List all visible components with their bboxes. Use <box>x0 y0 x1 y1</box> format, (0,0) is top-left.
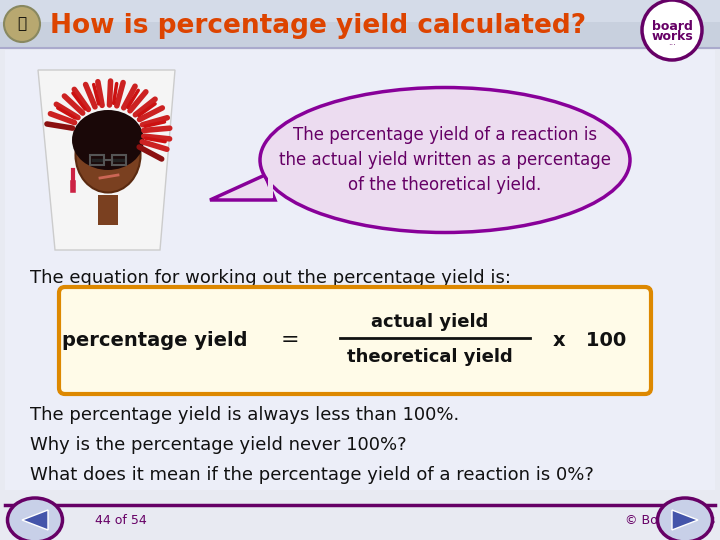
FancyBboxPatch shape <box>5 50 715 490</box>
Bar <box>90 155 104 165</box>
Text: 44 of 54: 44 of 54 <box>95 515 147 528</box>
Text: © Boardworks Ltd 2007: © Boardworks Ltd 2007 <box>625 515 720 528</box>
Ellipse shape <box>76 118 140 192</box>
Circle shape <box>4 6 40 42</box>
Text: percentage yield: percentage yield <box>62 330 248 349</box>
Text: =: = <box>281 330 300 350</box>
Text: What does it mean if the percentage yield of a reaction is 0%?: What does it mean if the percentage yiel… <box>30 466 594 484</box>
Text: theoretical yield: theoretical yield <box>347 348 513 366</box>
Text: board: board <box>652 19 693 32</box>
Text: 🌍: 🌍 <box>17 17 27 31</box>
Bar <box>112 155 126 165</box>
Circle shape <box>642 0 702 60</box>
Ellipse shape <box>260 87 630 233</box>
Text: actual yield: actual yield <box>372 313 489 331</box>
Text: The percentage yield is always less than 100%.: The percentage yield is always less than… <box>30 406 459 424</box>
FancyBboxPatch shape <box>59 287 651 394</box>
Ellipse shape <box>7 498 63 540</box>
Text: ···: ··· <box>668 42 676 51</box>
Polygon shape <box>210 175 275 200</box>
Ellipse shape <box>657 498 713 540</box>
Polygon shape <box>38 70 175 250</box>
Text: The percentage yield of a reaction is
the actual yield written as a percentage
o: The percentage yield of a reaction is th… <box>279 126 611 194</box>
FancyBboxPatch shape <box>0 0 720 48</box>
Text: How is percentage yield calculated?: How is percentage yield calculated? <box>50 13 586 39</box>
Ellipse shape <box>72 110 144 170</box>
FancyBboxPatch shape <box>98 195 118 225</box>
Polygon shape <box>268 177 273 198</box>
Text: works: works <box>651 30 693 44</box>
Text: The equation for working out the percentage yield is:: The equation for working out the percent… <box>30 269 511 287</box>
Text: x   100: x 100 <box>554 330 626 349</box>
FancyBboxPatch shape <box>0 0 720 22</box>
Polygon shape <box>672 510 698 530</box>
Text: Why is the percentage yield never 100%?: Why is the percentage yield never 100%? <box>30 436 407 454</box>
Polygon shape <box>22 510 48 530</box>
